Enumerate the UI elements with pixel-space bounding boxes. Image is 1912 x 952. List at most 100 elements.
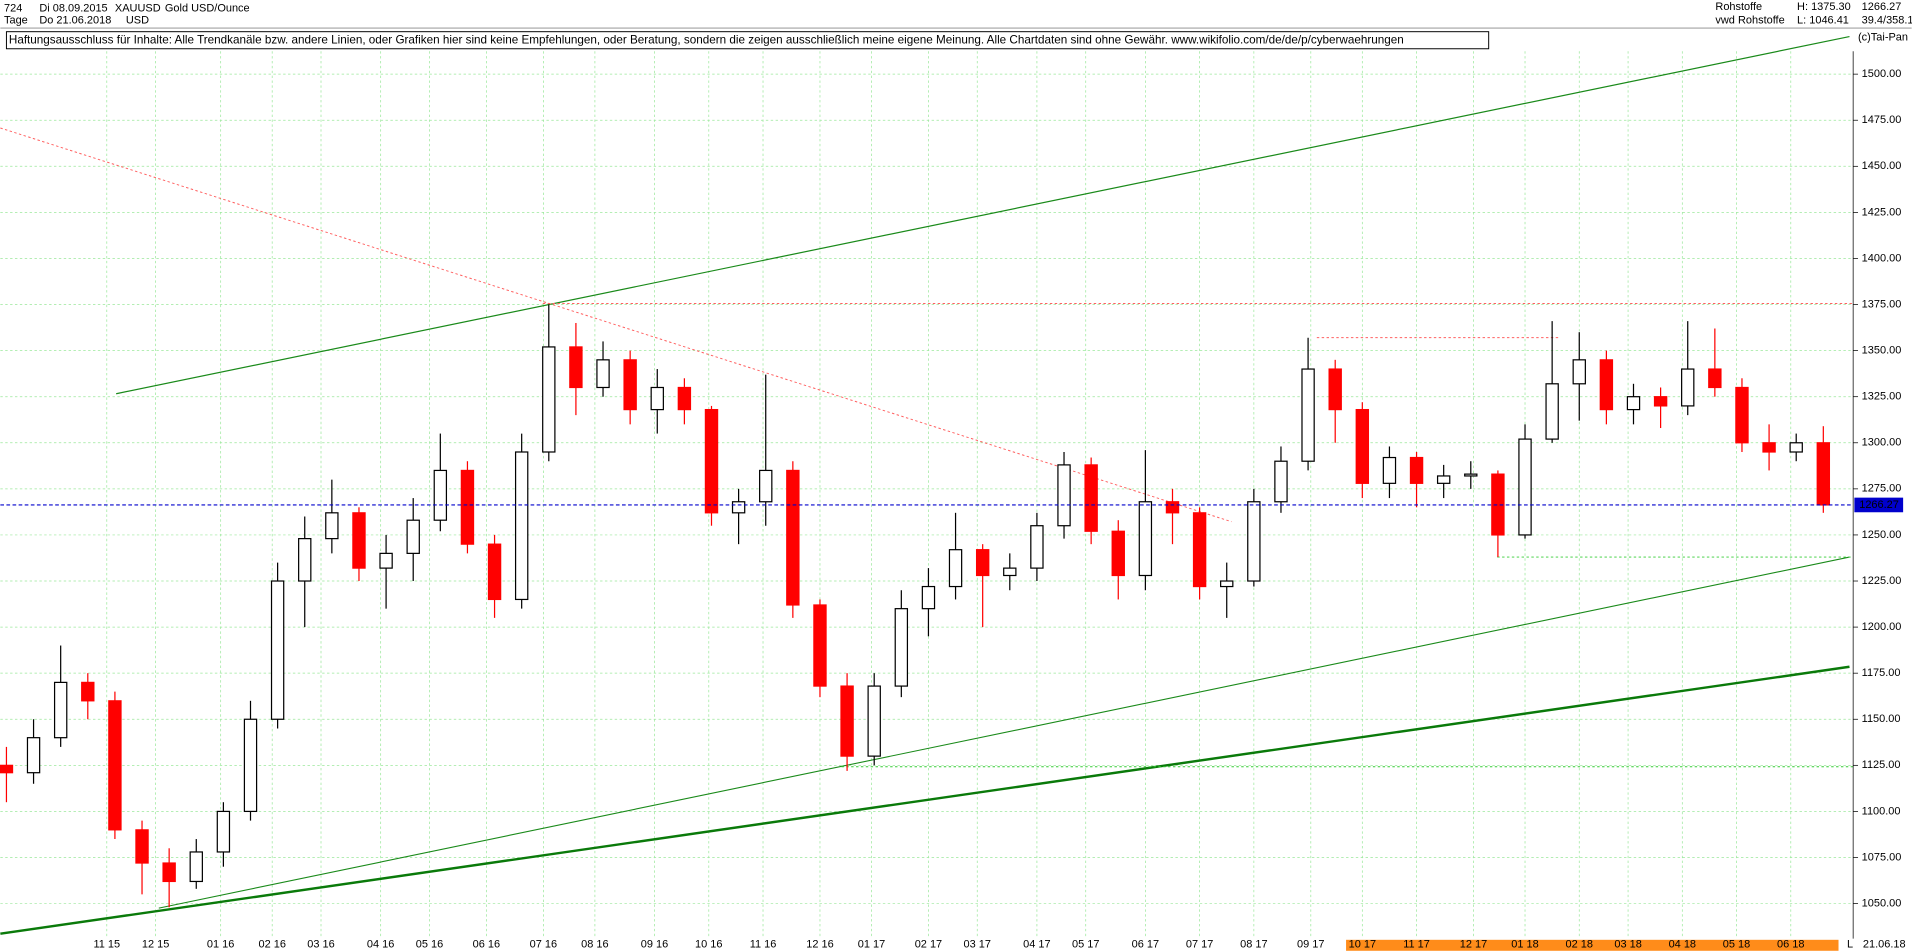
candle-body <box>759 469 773 503</box>
x-tick-label: 02 18 <box>1566 939 1593 951</box>
candle-body <box>1518 438 1532 536</box>
candle-body <box>1816 442 1831 506</box>
header-name: Gold USD/Ounce <box>165 2 250 14</box>
candle-body <box>26 737 41 774</box>
candle-body <box>270 580 285 720</box>
x-tick-label: 11 16 <box>750 939 777 951</box>
candle-body <box>1328 368 1342 411</box>
candle-body <box>433 469 448 521</box>
candle-body <box>867 685 881 757</box>
y-tick-label: 1200.00 <box>1862 621 1902 633</box>
candle-body <box>1247 501 1261 582</box>
candle-body <box>514 451 529 601</box>
candle-body <box>1545 383 1559 440</box>
candle-body <box>1464 473 1478 477</box>
y-tick-label: 1350.00 <box>1862 345 1902 357</box>
x-tick-label: 05 16 <box>416 939 443 951</box>
candle-body <box>1708 368 1722 389</box>
candle-body <box>650 386 664 411</box>
candle-body <box>406 519 420 554</box>
x-tick-label: 01 18 <box>1511 939 1538 951</box>
candle-body <box>542 346 556 453</box>
candle-body <box>1003 567 1017 577</box>
candle-body <box>840 685 854 757</box>
candle-body <box>298 538 312 582</box>
y-tick-label: 1275.00 <box>1862 483 1902 495</box>
last-price-box <box>1854 497 1904 513</box>
candle-body <box>189 851 203 883</box>
candle-body <box>1572 359 1586 385</box>
header-unit: Tage <box>4 15 28 27</box>
candle-body <box>1762 442 1776 453</box>
trend-line <box>0 665 1850 935</box>
x-tick-label: 03 17 <box>964 939 991 951</box>
x-tick-label: 05 18 <box>1723 939 1750 951</box>
candle-body <box>677 386 692 411</box>
candle-body <box>1382 456 1397 484</box>
candle-body <box>1220 580 1234 588</box>
y-tick-label: 1375.00 <box>1862 298 1902 310</box>
header-high: H: 1375.30 <box>1797 1 1851 13</box>
candle-body <box>1057 464 1071 527</box>
y-tick-label: 1250.00 <box>1862 529 1902 541</box>
x-tick-label: 01 16 <box>207 939 234 951</box>
candle-body <box>1030 525 1044 569</box>
x-tick-label: 01 17 <box>858 939 885 951</box>
trend-line <box>116 35 1850 395</box>
candle-body <box>0 764 14 774</box>
y-tick-label: 1425.00 <box>1862 206 1902 218</box>
x-tick-label: 02 17 <box>915 939 942 951</box>
candle-body <box>1192 512 1207 588</box>
candle-body <box>487 543 502 601</box>
x-tick-label: 07 16 <box>530 939 557 951</box>
header-id: 724 <box>4 2 22 14</box>
x-tick-label: 12 16 <box>806 939 833 951</box>
x-tick-label: 10 16 <box>695 939 722 951</box>
candle-body <box>135 829 149 864</box>
candles <box>0 304 1831 908</box>
candle-body <box>569 346 583 389</box>
candle-body <box>460 469 475 545</box>
candle-body <box>786 469 800 606</box>
grid <box>0 51 1854 939</box>
header-low: L: 1046.41 <box>1797 15 1849 27</box>
candle-body <box>975 549 990 577</box>
candle-body <box>379 552 393 569</box>
candle-body <box>1165 501 1180 514</box>
x-tick-label: 04 17 <box>1023 939 1050 951</box>
candle-body <box>1735 386 1749 444</box>
x-tick-label: 08 16 <box>581 939 608 951</box>
candle-body <box>243 718 258 813</box>
candle-body <box>53 681 68 739</box>
range-bar <box>1346 939 1839 951</box>
trend-line <box>0 127 1232 523</box>
candle-body <box>731 501 746 514</box>
x-tick-label: 06 16 <box>473 939 500 951</box>
candle-body <box>1789 442 1803 453</box>
header-ratio: 39.4/358.1 <box>1862 15 1912 27</box>
y-tick-label: 1450.00 <box>1862 160 1902 172</box>
header-symbol: XAUUSD <box>115 2 161 14</box>
candle-body <box>894 608 909 687</box>
candle-body <box>162 862 176 883</box>
candle-body <box>596 359 610 389</box>
x-tick-label: 11 17 <box>1403 939 1430 951</box>
y-tick-label: 1400.00 <box>1862 252 1902 264</box>
header-from: Di 08.09.2015 <box>39 2 107 14</box>
candle-body <box>704 408 719 514</box>
candle-body <box>81 681 95 702</box>
header-source: vwd Rohstoffe <box>1715 15 1784 27</box>
y-tick-label: 1300.00 <box>1862 437 1902 449</box>
x-tick-label: 06 17 <box>1132 939 1159 951</box>
candle-body <box>1409 456 1424 484</box>
y-tick-label: 1075.00 <box>1862 851 1902 863</box>
candle-body <box>1084 464 1098 532</box>
disclaimer-box <box>5 31 1490 50</box>
x-tick-label: 05 17 <box>1072 939 1099 951</box>
x-tick-label: 12 17 <box>1460 939 1487 951</box>
x-tick-label: 07 17 <box>1186 939 1213 951</box>
x-tick-label: 10 17 <box>1349 939 1376 951</box>
candle-body <box>1599 359 1614 411</box>
